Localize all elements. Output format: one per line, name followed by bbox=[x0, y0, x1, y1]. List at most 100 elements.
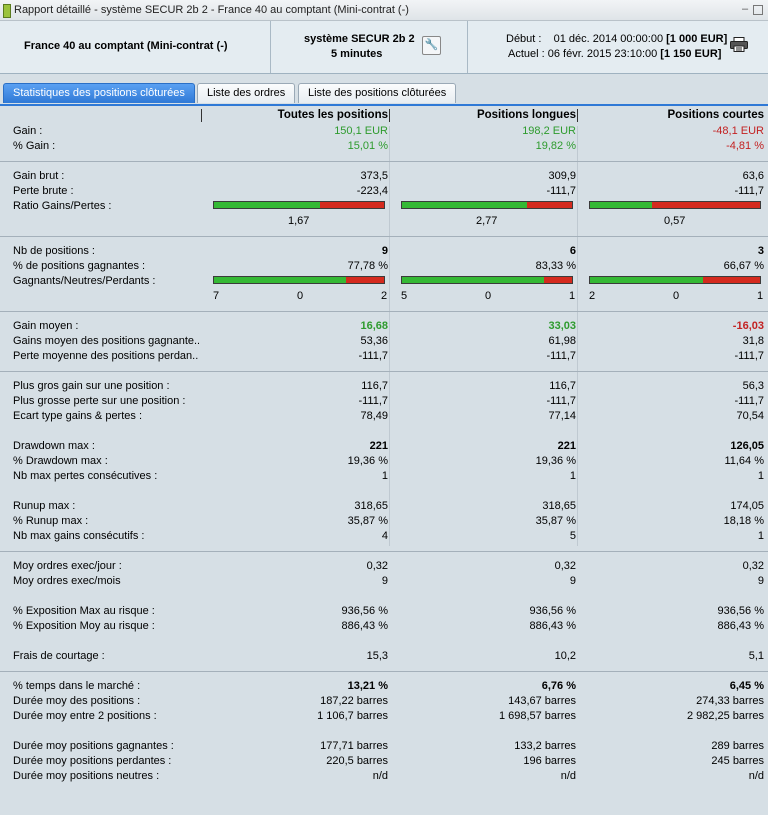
ratio-bar bbox=[213, 201, 385, 209]
stat-value: 9 bbox=[381, 575, 388, 587]
stat-value: -16,03 bbox=[732, 320, 764, 332]
current-row: Actuel : 06 févr. 2015 23:10:00 [1 150 E… bbox=[508, 48, 721, 60]
ratio-bar-fill bbox=[590, 202, 652, 208]
stat-value: -223,4 bbox=[356, 185, 388, 197]
stat-label: Nb max gains consécutifs : bbox=[13, 530, 145, 542]
stat-value: 63,6 bbox=[742, 170, 764, 182]
stat-label: % Gain : bbox=[13, 140, 56, 152]
stat-value: 1 bbox=[569, 470, 576, 482]
stat-value: 220,5 barres bbox=[326, 755, 388, 767]
stat-value: 936,56 % bbox=[341, 605, 388, 617]
minimize-icon[interactable]: – bbox=[741, 3, 749, 15]
separator bbox=[0, 671, 768, 672]
column-divider bbox=[577, 126, 578, 546]
stat-label: Perte brute : bbox=[13, 185, 74, 197]
current-label: Actuel : bbox=[508, 48, 545, 60]
column-header-short: Positions courtes bbox=[667, 109, 765, 121]
win-ratio-bar bbox=[589, 276, 761, 284]
start-label: Début : bbox=[506, 33, 542, 45]
stat-value: 196 barres bbox=[523, 755, 576, 767]
stat-value: 18,18 % bbox=[723, 515, 764, 527]
stat-value: 221 bbox=[369, 440, 388, 452]
stat-label: % Runup max : bbox=[13, 515, 89, 527]
tab-statistiques[interactable]: Statistiques des positions clôturées bbox=[3, 83, 195, 103]
system-cell: système SECUR 2b 2 5 minutes 🔧 bbox=[271, 21, 468, 73]
stat-value: 13,21 % bbox=[347, 680, 388, 692]
stat-value: -4,81 % bbox=[726, 140, 764, 152]
printer-icon[interactable] bbox=[730, 37, 748, 52]
start-date: 01 déc. 2014 00:00:00 bbox=[553, 33, 664, 45]
stat-value: 15,01 % bbox=[347, 140, 388, 152]
stat-value: 318,65 bbox=[354, 500, 388, 512]
wrench-icon[interactable]: 🔧 bbox=[422, 36, 441, 55]
stat-value: 6,45 % bbox=[729, 680, 764, 692]
stat-value: 133,2 barres bbox=[514, 740, 576, 752]
stat-value: 10,2 bbox=[554, 650, 576, 662]
stat-value: 174,05 bbox=[730, 500, 764, 512]
column-divider bbox=[389, 126, 390, 546]
stat-value: 126,05 bbox=[730, 440, 764, 452]
stat-value: 221 bbox=[557, 440, 576, 452]
stat-value: 5 bbox=[569, 530, 576, 542]
instrument-name: France 40 au comptant (Mini-contrat (-) bbox=[24, 40, 228, 52]
stat-label: Durée moy entre 2 positions : bbox=[13, 710, 157, 722]
separator bbox=[0, 236, 768, 237]
winners-count: 7 bbox=[213, 290, 220, 302]
start-row: Début : 01 déc. 2014 00:00:00 [1 000 EUR… bbox=[506, 33, 727, 45]
stat-value: 177,71 barres bbox=[320, 740, 388, 752]
stat-value: 11,64 % bbox=[724, 455, 764, 467]
stat-label: Ratio Gains/Pertes : bbox=[13, 200, 112, 212]
stat-label: % de positions gagnantes : bbox=[13, 260, 146, 272]
column-marker bbox=[389, 109, 390, 122]
tab-liste-positions[interactable]: Liste des positions clôturées bbox=[298, 83, 457, 103]
win-bar-fill bbox=[214, 277, 347, 283]
stat-label: Gain brut : bbox=[13, 170, 65, 182]
tab-bar: Statistiques des positions clôturées Lis… bbox=[0, 82, 768, 106]
stat-label: Plus gros gain sur une position : bbox=[13, 380, 170, 392]
stat-value: 53,36 bbox=[360, 335, 388, 347]
stat-value: 66,67 % bbox=[723, 260, 764, 272]
stat-label: Runup max : bbox=[13, 500, 76, 512]
stat-value: 9 bbox=[757, 575, 764, 587]
stat-label: Durée moy des positions : bbox=[13, 695, 141, 707]
stat-value: 187,22 barres bbox=[320, 695, 388, 707]
stat-value: 373,5 bbox=[360, 170, 388, 182]
separator bbox=[0, 551, 768, 552]
current-date: 06 févr. 2015 23:10:00 bbox=[547, 48, 658, 60]
neutral-count: 0 bbox=[673, 290, 680, 302]
stat-value: 0,32 bbox=[742, 560, 764, 572]
stat-label: Frais de courtage : bbox=[13, 650, 105, 662]
ratio-bar-fill bbox=[402, 202, 527, 208]
separator bbox=[0, 161, 768, 162]
stat-value: 886,43 % bbox=[529, 620, 576, 632]
stat-label: Durée moy positions neutres : bbox=[13, 770, 160, 782]
stat-label: Gain : bbox=[13, 125, 43, 137]
separator bbox=[0, 311, 768, 312]
stat-value: 6,76 % bbox=[541, 680, 576, 692]
stat-value: -111,7 bbox=[358, 395, 388, 407]
stat-label: Gain moyen : bbox=[13, 320, 79, 332]
dates-cell: Début : 01 déc. 2014 00:00:00 [1 000 EUR… bbox=[468, 21, 768, 73]
stat-value: 15,3 bbox=[366, 650, 388, 662]
tab-liste-ordres[interactable]: Liste des ordres bbox=[197, 83, 296, 103]
stat-value: 2 982,25 barres bbox=[686, 710, 764, 722]
ratio-bar-fill bbox=[214, 202, 321, 208]
stat-value: 83,33 % bbox=[535, 260, 576, 272]
losers-count: 1 bbox=[569, 290, 576, 302]
stat-value: 19,36 % bbox=[535, 455, 576, 467]
maximize-icon[interactable] bbox=[753, 5, 763, 15]
stat-value: 31,8 bbox=[742, 335, 764, 347]
stat-value: 61,98 bbox=[548, 335, 576, 347]
column-marker bbox=[577, 109, 578, 122]
stat-value: 35,87 % bbox=[347, 515, 388, 527]
ratio-bar bbox=[589, 201, 761, 209]
win-ratio-bar bbox=[401, 276, 573, 284]
stat-label: Ecart type gains & pertes : bbox=[13, 410, 143, 422]
stat-value: 16,68 bbox=[360, 320, 388, 332]
stat-label: Gains moyen des positions gagnante... bbox=[13, 335, 199, 347]
stat-label: Gagnants/Neutres/Perdants : bbox=[13, 275, 156, 287]
report-header: France 40 au comptant (Mini-contrat (-) … bbox=[0, 21, 768, 74]
stat-value: 77,14 bbox=[548, 410, 576, 422]
stat-value: 886,43 % bbox=[341, 620, 388, 632]
stat-value: 245 barres bbox=[711, 755, 764, 767]
